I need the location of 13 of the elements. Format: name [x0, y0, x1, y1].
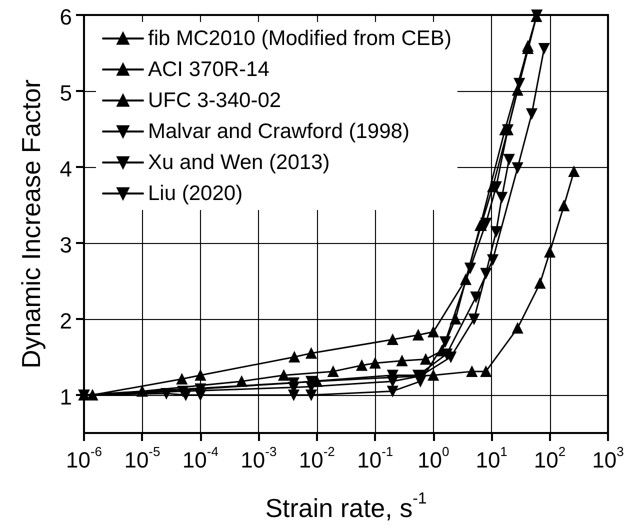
legend-label: Xu and Wen (2013) — [148, 151, 330, 174]
y-tick-label: 6 — [60, 4, 72, 30]
legend-label: Malvar and Crawford (1998) — [148, 120, 410, 143]
y-tick-label: 5 — [60, 80, 72, 106]
y-tick-label: 1 — [60, 384, 72, 410]
y-tick-label: 3 — [60, 232, 72, 258]
legend-label: ACI 370R-14 — [148, 58, 270, 81]
legend-label: Liu (2020) — [148, 182, 243, 205]
y-tick-label: 4 — [60, 156, 72, 182]
legend-label: fib MC2010 (Modified from CEB) — [148, 27, 452, 50]
y-tick-label: 2 — [60, 308, 72, 334]
legend-label: UFC 3-340-02 — [148, 89, 282, 112]
y-axis-title: Dynamic Increase Factor — [16, 79, 46, 368]
